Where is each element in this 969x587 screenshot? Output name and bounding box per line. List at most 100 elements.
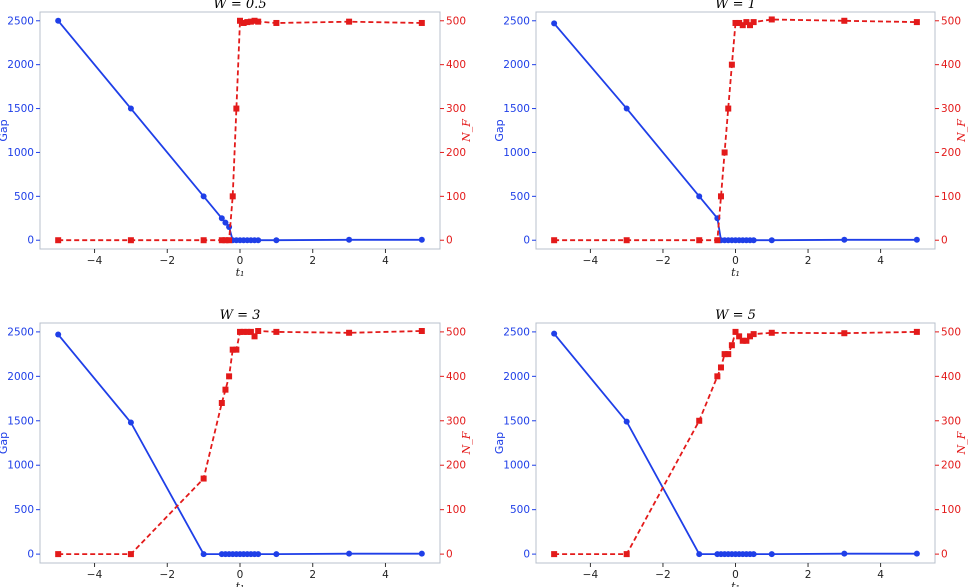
x-tick-label: 4	[877, 255, 884, 267]
y-axis-label-right: N_F	[955, 431, 968, 455]
nf-point	[346, 329, 353, 336]
nf-point	[732, 328, 739, 335]
nf-point	[750, 19, 757, 26]
y-axis-label-right: N_F	[460, 431, 473, 455]
y-tick-label-left: 2000	[7, 59, 34, 71]
gap-point	[218, 215, 225, 222]
x-axis-label: t₁	[731, 266, 740, 279]
gap-point	[551, 330, 558, 337]
y-tick-label-left: 1000	[7, 147, 34, 159]
y-tick-label-right: 0	[941, 235, 948, 247]
nf-point	[551, 237, 558, 244]
nf-point	[717, 364, 724, 371]
y-tick-label-right: 400	[446, 59, 466, 71]
gap-point	[418, 550, 425, 557]
y-tick-label-left: 1000	[7, 460, 34, 472]
nf-point	[747, 333, 754, 340]
nf-point	[732, 19, 739, 26]
series-line-gap	[57, 20, 422, 242]
y-tick-label-right: 300	[446, 415, 466, 427]
y-tick-label-left: 0	[523, 549, 530, 561]
y-tick-label-right: 100	[941, 191, 961, 203]
nf-point	[226, 373, 233, 380]
nf-point	[841, 330, 848, 337]
x-tick-label: 0	[732, 255, 739, 267]
nf-point	[251, 17, 258, 24]
gap-point	[273, 551, 280, 558]
y-tick-label-right: 200	[941, 147, 961, 159]
nf-point	[55, 237, 62, 244]
plot-frame	[535, 322, 936, 564]
y-tick-label-left: 1500	[503, 415, 530, 427]
y-tick-label-left: 500	[510, 504, 530, 516]
gap-point	[750, 237, 757, 244]
gap-point	[750, 551, 757, 558]
nf-point	[229, 346, 236, 353]
series-line-gap	[57, 334, 422, 555]
nf-point	[418, 19, 425, 26]
y-tick-label-left: 500	[14, 504, 34, 516]
gap-point	[346, 236, 353, 243]
nf-point	[725, 351, 732, 358]
gap-point	[623, 105, 630, 112]
nf-point	[714, 237, 721, 244]
nf-point	[913, 328, 920, 335]
gap-point	[768, 237, 775, 244]
chart-panel-2: W = 1 −4 −2 0 2 4 0 500 1000 1500 2000 2500 0 100 200 3…	[493, 0, 968, 279]
nf-point	[728, 342, 735, 349]
gap-point	[127, 419, 134, 426]
y-axis-label-right: N_F	[460, 119, 473, 143]
y-tick-label-left: 1500	[7, 415, 34, 427]
x-tick-label: 2	[309, 255, 316, 267]
gap-point	[696, 551, 703, 558]
y-tick-label-right: 200	[446, 460, 466, 472]
y-tick-label-left: 500	[14, 191, 34, 203]
series-line-nf	[554, 18, 917, 242]
gap-point	[913, 236, 920, 243]
nf-point	[200, 237, 207, 244]
nf-point	[273, 19, 280, 26]
nf-point	[127, 237, 134, 244]
nf-point	[346, 18, 353, 25]
y-axis-label-left: Gap	[0, 119, 10, 141]
y-tick-label-left: 0	[27, 235, 34, 247]
chart-panel-1: W = 0.5 −4 −2 0 2 4 0 500 1000 1500 2000 2500 0 100 20…	[0, 0, 473, 279]
nf-point	[200, 475, 207, 482]
chart-panel-4: W = 5 −4 −2 0 2 4 0 500 1000 1500 2000 2500 0 100 200 3…	[493, 308, 968, 587]
chart-title: W = 0.5	[213, 0, 266, 12]
gap-point	[273, 237, 280, 244]
x-tick-label: −4	[583, 569, 599, 581]
nf-point	[218, 237, 225, 244]
gap-point	[222, 219, 229, 226]
nf-point	[841, 17, 848, 24]
nf-point	[913, 19, 920, 26]
gap-point	[623, 418, 630, 425]
y-axis-label-left: Gap	[493, 119, 506, 141]
nf-point	[247, 18, 254, 25]
series-line-gap	[553, 333, 917, 555]
chart-panel-3: W = 3 −4 −2 0 2 4 0 500 1000 1500 2000 2500 0 100 200 3…	[0, 308, 473, 587]
nf-point	[255, 328, 262, 334]
nf-point	[237, 17, 243, 24]
nf-point	[222, 386, 229, 393]
y-tick-label-left: 1000	[503, 460, 530, 472]
chart-title: W = 5	[715, 308, 756, 323]
nf-point	[623, 237, 630, 244]
plot-frame	[39, 322, 441, 564]
nf-point	[696, 417, 703, 424]
nf-point	[696, 237, 703, 244]
y-tick-label-left: 2500	[503, 15, 530, 27]
nf-point	[240, 19, 247, 26]
nf-point	[55, 551, 62, 558]
nf-point	[233, 105, 240, 112]
x-tick-label: −4	[87, 255, 103, 267]
y-tick-label-left: 2000	[503, 59, 530, 71]
y-tick-label-right: 500	[941, 15, 961, 27]
nf-point	[721, 351, 728, 358]
nf-point	[739, 337, 746, 344]
series-line-gap	[553, 22, 917, 242]
nf-point	[247, 328, 254, 335]
nf-point	[218, 400, 225, 406]
y-tick-label-right: 500	[941, 326, 961, 338]
nf-point	[714, 373, 721, 380]
